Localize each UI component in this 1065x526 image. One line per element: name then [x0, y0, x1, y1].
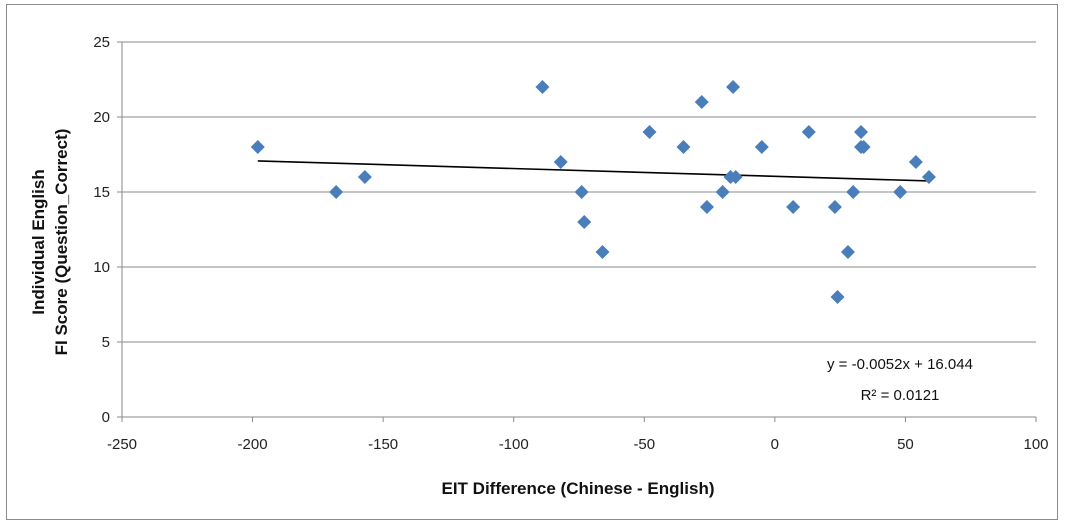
data-point — [830, 290, 845, 304]
data-point — [694, 95, 709, 109]
y-axis-title-line-2: FI Score (Question_Correct) — [52, 129, 71, 356]
axes: 0 5 10 15 20 25 -250 -200 -150 -100 -50 0 50 100 — [93, 34, 1048, 453]
data-point — [840, 245, 855, 259]
data-point — [676, 140, 691, 154]
x-tick-label: 0 — [771, 436, 779, 453]
data-point — [726, 80, 741, 94]
trendline-r-squared: R² = 0.0121 — [861, 387, 940, 404]
x-tick-label: -50 — [633, 436, 655, 453]
chart-frame — [6, 4, 1058, 520]
data-point — [329, 185, 344, 199]
data-point — [535, 80, 550, 94]
data-point — [595, 245, 610, 259]
data-point — [827, 200, 842, 214]
data-point — [715, 185, 730, 199]
trendline — [257, 160, 929, 182]
data-point — [553, 155, 568, 169]
data-point — [908, 155, 923, 169]
data-point — [754, 140, 769, 154]
x-tick-label: -250 — [107, 436, 137, 453]
y-tick-label: 25 — [93, 34, 110, 51]
data-points — [250, 80, 936, 304]
x-axis-title: EIT Difference (Chinese - English) — [442, 479, 715, 498]
y-tick-label: 5 — [102, 334, 110, 351]
data-point — [250, 140, 265, 154]
data-point — [642, 125, 657, 139]
trendline-group — [257, 160, 929, 182]
y-tick-label: 0 — [102, 409, 110, 426]
data-point — [577, 215, 592, 229]
data-point — [856, 140, 871, 154]
data-point — [786, 200, 801, 214]
data-point — [921, 170, 936, 184]
data-point — [357, 170, 372, 184]
y-axis-title-line-1: Individual English — [29, 169, 48, 314]
data-point — [699, 200, 714, 214]
x-tick-label: -100 — [499, 436, 529, 453]
x-tick-label: -200 — [238, 436, 268, 453]
data-point — [893, 185, 908, 199]
y-tick-label: 10 — [93, 259, 110, 276]
x-tick-label: 50 — [897, 436, 914, 453]
y-tick-label: 15 — [93, 184, 110, 201]
data-point — [846, 185, 861, 199]
trendline-equation: y = -0.0052x + 16.044 — [827, 356, 973, 373]
data-point — [801, 125, 816, 139]
gridlines — [122, 41, 1036, 343]
y-tick-label: 20 — [93, 109, 110, 126]
x-tick-label: 100 — [1023, 436, 1048, 453]
x-tick-label: -150 — [368, 436, 398, 453]
y-axis-title: Individual English FI Score (Question_Co… — [29, 129, 71, 356]
data-point — [854, 125, 869, 139]
data-point — [728, 170, 743, 184]
labels: EIT Difference (Chinese - English) Indiv… — [29, 129, 973, 498]
data-point — [574, 185, 589, 199]
